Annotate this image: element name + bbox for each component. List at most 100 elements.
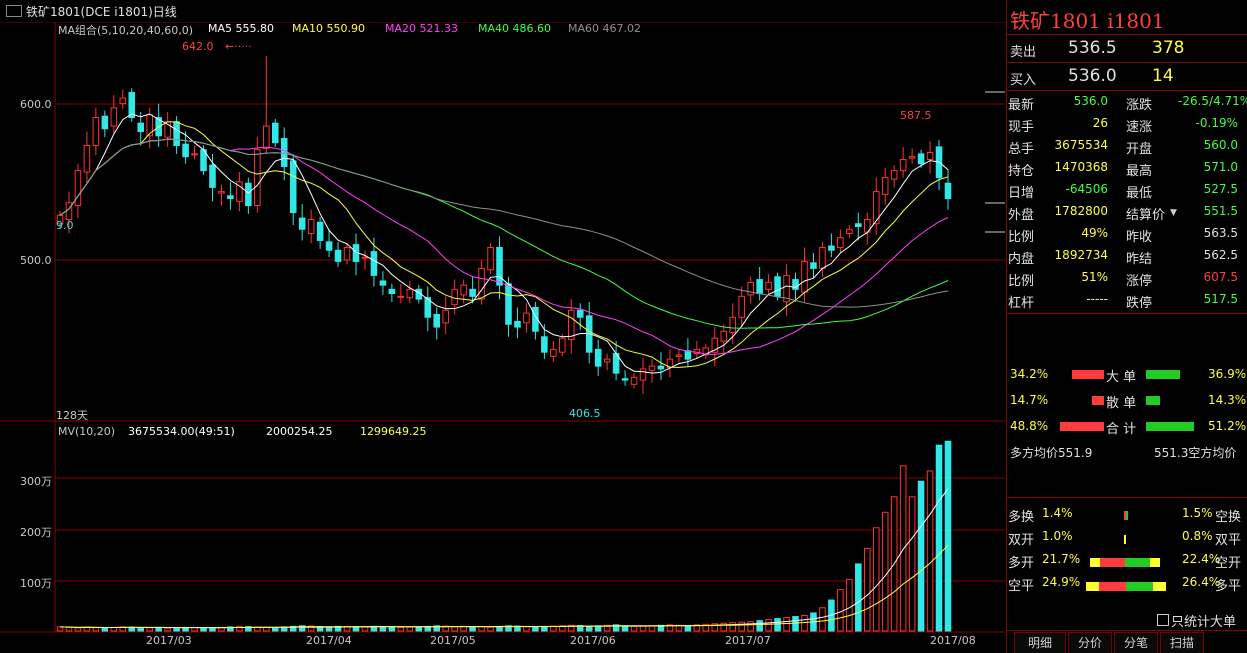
window-menu-icon[interactable] <box>6 5 22 17</box>
candle <box>137 122 145 133</box>
volume-bar <box>899 465 907 632</box>
mv-label: MV(10,20) <box>58 425 116 438</box>
quote-value2-3: 571.0 <box>1203 160 1238 174</box>
volume-bar <box>92 627 100 632</box>
mv-value-1: 3675534.00(49:51) <box>128 425 235 438</box>
ma60-label: MA60 467.02 <box>568 22 641 35</box>
total-order-short: 51.2% <box>1208 419 1247 433</box>
oc-value2-0: 1.5% <box>1182 506 1213 520</box>
candle <box>298 217 306 230</box>
short-avg-price: 551.3空方均价 <box>1154 446 1237 460</box>
quote-value2-7: 562.5 <box>1203 248 1238 262</box>
volume-bar <box>702 623 710 632</box>
kline-chart[interactable] <box>0 0 1005 653</box>
volume-bar <box>397 626 405 632</box>
volume-bar <box>729 622 737 632</box>
recent-high-label: 587.5 <box>900 109 932 122</box>
candle <box>846 228 853 234</box>
candle <box>819 246 826 269</box>
candle <box>218 191 225 194</box>
candle <box>110 107 118 127</box>
volume-bar <box>819 607 826 632</box>
volume-bar <box>173 627 180 632</box>
volume-bar <box>209 627 216 632</box>
candle <box>119 97 127 105</box>
candle <box>65 202 73 221</box>
candle <box>397 295 405 298</box>
candle <box>469 288 476 297</box>
volume-bar <box>559 625 566 632</box>
big-order-short-bar <box>1146 370 1180 379</box>
chart-title: 铁矿1801(DCE i1801)日线 <box>26 5 177 19</box>
candle <box>783 274 790 303</box>
ma10-line <box>59 121 949 368</box>
candle <box>702 347 710 356</box>
candle <box>191 153 198 156</box>
buy-label: 买入 <box>1010 73 1037 88</box>
oc-key2-0: 空换 <box>1215 510 1242 525</box>
volume-bar <box>935 444 943 632</box>
x-tick-2017-05: 2017/05 <box>430 634 476 647</box>
volume-bar <box>65 626 73 632</box>
candle <box>263 125 270 149</box>
candle <box>908 156 916 159</box>
candle <box>334 249 342 262</box>
quote-value2-6: 563.5 <box>1203 226 1238 240</box>
x-tick-2017-03: 2017/03 <box>146 634 192 647</box>
volume-bar <box>137 627 145 632</box>
volume-bar <box>693 624 701 632</box>
oc-value-2: 21.7% <box>1042 552 1081 566</box>
retail-order-label: 散 单 <box>1106 396 1137 411</box>
total-order-short-bar <box>1146 422 1194 431</box>
candle <box>801 260 808 293</box>
x-tick-2017-04: 2017/04 <box>306 634 352 647</box>
visible-days-label: 128天 <box>56 409 88 422</box>
buy-price: 536.0 <box>1068 66 1117 86</box>
volume-bar <box>738 621 745 632</box>
quote-value-2: 3675534 <box>1054 138 1108 152</box>
quote-value2-8: 607.5 <box>1203 270 1238 284</box>
candle <box>182 143 189 158</box>
swap-short-bar <box>1126 511 1128 520</box>
volume-bar <box>478 626 485 632</box>
oc-value-0: 1.4% <box>1042 506 1073 520</box>
high-price-label: 642.0 <box>182 40 214 53</box>
candle <box>325 241 333 251</box>
candle <box>478 267 485 300</box>
quote-value-9: ----- <box>1086 292 1108 306</box>
divider <box>1006 630 1247 631</box>
ma10-label: MA10 550.90 <box>292 22 365 35</box>
mv20-line <box>59 545 949 629</box>
volume-bar <box>146 627 153 632</box>
tab-scan[interactable]: 扫描 <box>1160 632 1204 653</box>
quote-key-4: 日增 <box>1008 186 1035 201</box>
quote-key2-7: 昨结 <box>1126 252 1153 267</box>
volume-bar <box>621 625 629 632</box>
candle <box>792 279 799 290</box>
quote-value-8: 51% <box>1081 270 1108 284</box>
settle-dropdown-icon[interactable]: ▼ <box>1170 208 1177 218</box>
volume-bar <box>801 615 808 632</box>
tab-detail[interactable]: 明细 <box>1014 632 1066 653</box>
volume-bar <box>352 626 360 632</box>
candle <box>388 288 396 295</box>
volume-bar <box>236 625 243 632</box>
candle <box>289 160 297 214</box>
tab-tick[interactable]: 分笔 <box>1114 632 1158 653</box>
quote-key-3: 持仓 <box>1008 164 1035 179</box>
candle <box>855 223 862 228</box>
quote-key2-0: 涨跌 <box>1126 98 1153 113</box>
retail-order-long: 14.7% <box>1010 393 1049 407</box>
candle <box>917 153 925 165</box>
oc-key2-3: 多平 <box>1215 579 1242 594</box>
big-order-only-checkbox[interactable] <box>1157 614 1169 626</box>
tab-price-distribution[interactable]: 分价 <box>1068 632 1112 653</box>
volume-bar <box>711 623 719 632</box>
divider <box>1006 34 1247 35</box>
candle <box>361 256 369 259</box>
volume-bar <box>908 496 916 632</box>
quote-value-7: 1892734 <box>1054 248 1108 262</box>
oc-key-1: 双开 <box>1008 533 1035 548</box>
volume-bar <box>720 622 728 632</box>
vol-tick-200: 200万 <box>20 526 52 539</box>
